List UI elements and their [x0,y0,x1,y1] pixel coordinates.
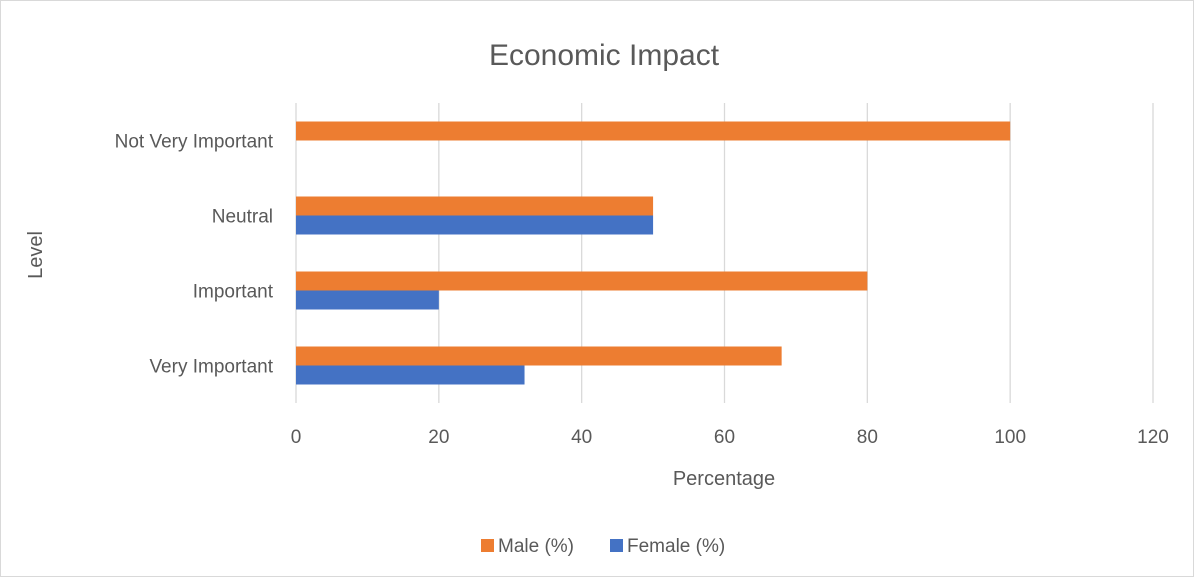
x-tick-label-6: 120 [1137,427,1169,448]
legend-swatch-0 [481,539,494,552]
bar-male-1 [296,271,868,291]
x-axis-ticks: 0 20 40 60 80 100 120 [291,427,1169,448]
x-tick-label-1: 20 [428,427,449,448]
bar-male-3 [296,121,1011,141]
legend: Male (%) Female (%) [481,536,725,557]
legend-label-0: Male (%) [498,536,574,557]
y-axis-title: Level [25,231,47,279]
x-tick-label-0: 0 [291,427,302,448]
bar-male-0 [296,346,782,366]
x-tick-label-5: 100 [994,427,1026,448]
x-tick-label-3: 60 [714,427,735,448]
gridlines [295,103,1154,403]
category-label-2: Neutral [212,207,273,228]
category-label-0: Very Important [149,357,273,378]
category-label-1: Important [193,282,274,303]
legend-swatch-1 [610,539,623,552]
bar-female-0 [296,365,525,385]
chart-title: Economic Impact [489,39,720,72]
bars [296,121,1011,385]
bar-female-2 [296,215,654,235]
bar-male-2 [296,196,654,216]
category-label-3: Not Very Important [115,132,274,153]
legend-label-1: Female (%) [627,536,725,557]
x-tick-label-2: 40 [571,427,592,448]
bar-female-1 [296,290,439,310]
y-axis-category-labels: Very Important Important Neutral Not Very I… [115,132,274,378]
x-axis-title: Percentage [673,468,775,490]
x-tick-label-4: 80 [857,427,878,448]
